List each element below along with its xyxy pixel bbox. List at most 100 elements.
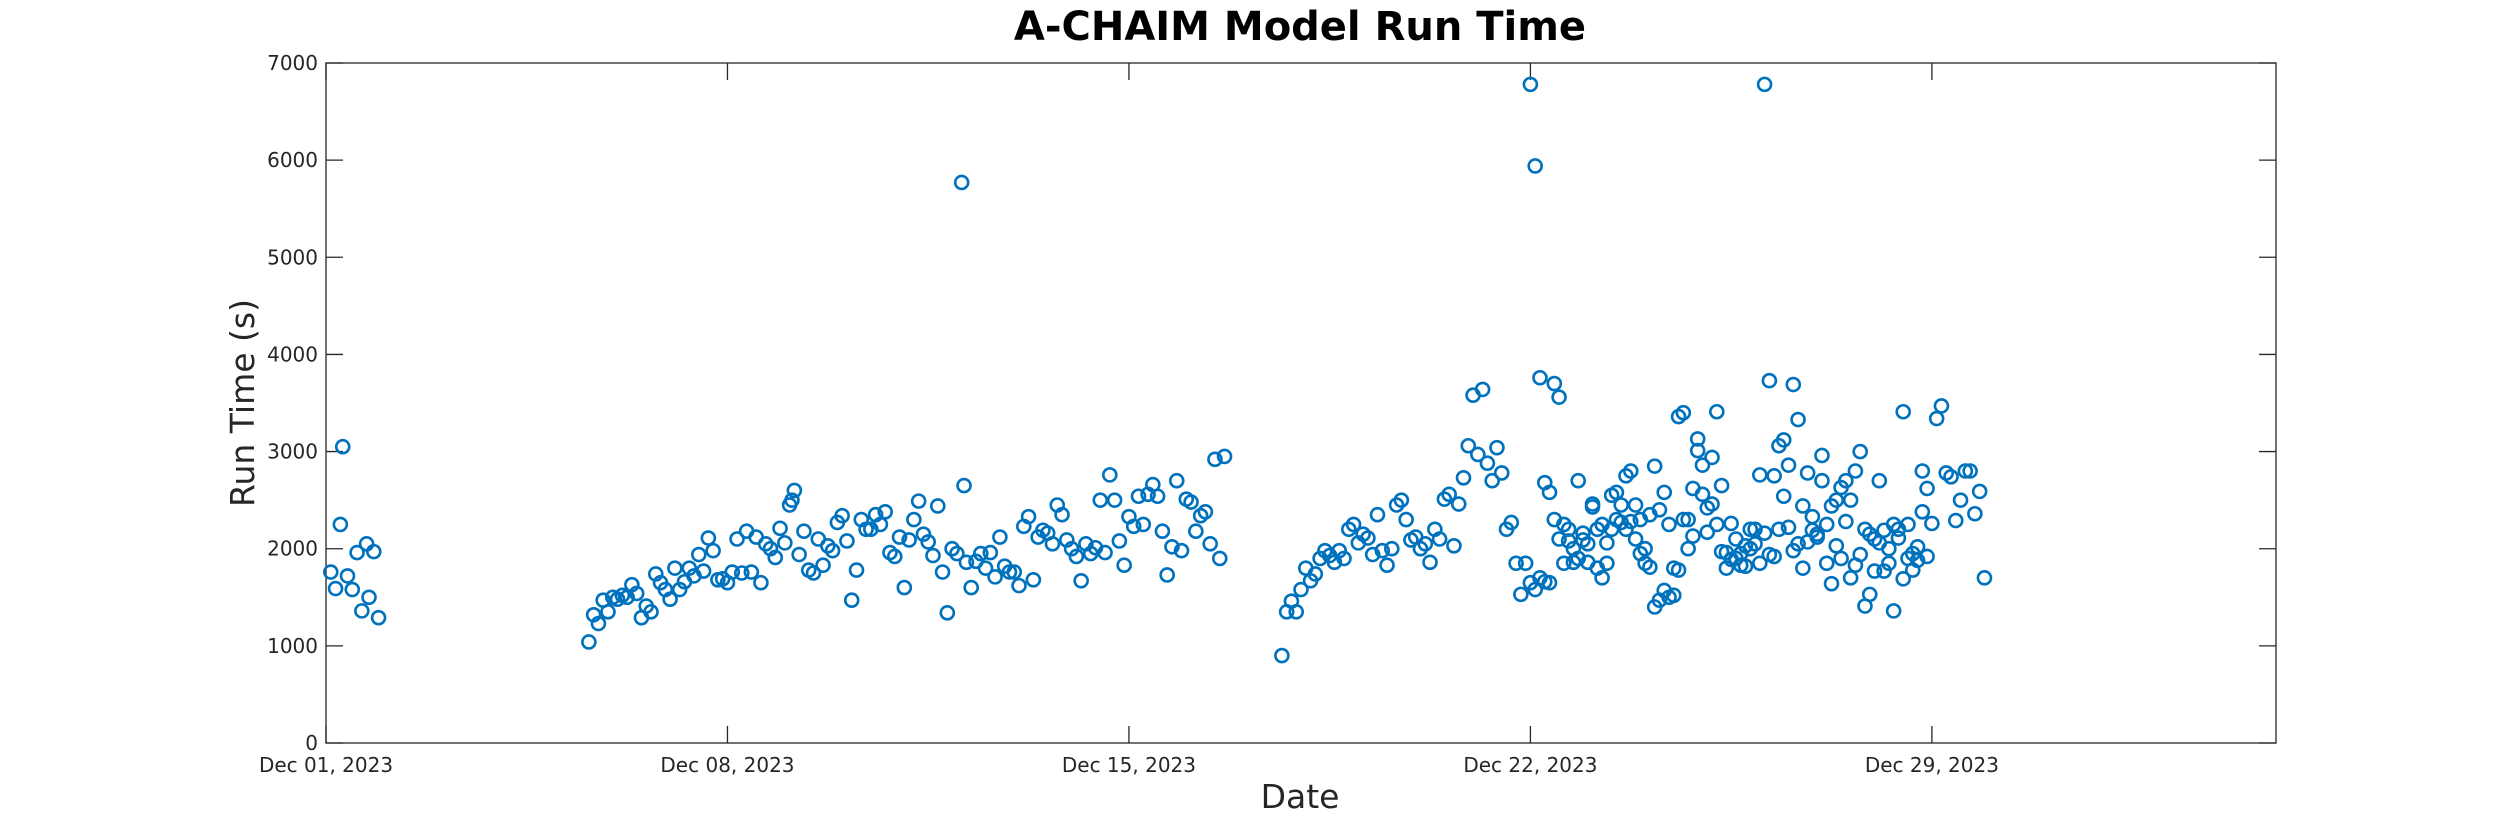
data-point: [1398, 511, 1414, 528]
y-axis-label: Run Time (s): [223, 299, 262, 507]
data-point: [1943, 469, 1959, 485]
data-point: [1044, 536, 1061, 552]
data-point: [1484, 472, 1500, 489]
data-point: [1579, 536, 1596, 552]
data-point: [1709, 403, 1725, 420]
data-point: [600, 604, 616, 620]
data-point: [1149, 488, 1166, 505]
data-point: [1446, 537, 1462, 554]
data-point: [1594, 570, 1610, 586]
data-point: [1885, 603, 1902, 619]
data-point: [370, 609, 387, 626]
data-point: [834, 507, 850, 524]
data-point: [681, 560, 698, 576]
data-point: [925, 547, 941, 564]
data-point: [949, 545, 965, 562]
data-point: [784, 492, 800, 508]
data-point: [1307, 566, 1324, 582]
data-point: [1799, 534, 1816, 550]
data-point: [1073, 572, 1089, 589]
data-point: [1914, 503, 1931, 520]
data-point: [628, 585, 645, 602]
data-point: [1556, 516, 1572, 533]
data-point: [1709, 516, 1725, 533]
x-axis: Dec 01, 2023 Dec 08, 2023 Dec 15, 2023 Dec …: [259, 63, 1999, 777]
data-point: [1541, 574, 1558, 591]
data-point: [1675, 511, 1692, 528]
data-point: [1780, 457, 1797, 473]
data-point: [671, 581, 688, 598]
data-point: [1689, 442, 1706, 459]
data-point: [1818, 555, 1835, 572]
data-point: [1020, 508, 1037, 525]
data-point: [1001, 564, 1018, 580]
data-point: [757, 536, 774, 552]
data-point: [824, 542, 841, 559]
data-point: [1818, 516, 1835, 533]
data-point: [662, 591, 678, 608]
plot-frame: [325, 62, 2277, 744]
data-point: [1412, 540, 1429, 557]
data-point: [1097, 544, 1113, 561]
data-point: [1847, 463, 1864, 479]
data-point: [1857, 521, 1873, 538]
data-point: [1618, 521, 1634, 538]
data-point: [1025, 571, 1042, 588]
data-point: [777, 535, 793, 551]
x-axis-label: Date: [1261, 777, 1340, 816]
data-point: [1742, 540, 1759, 557]
data-point: [1747, 536, 1763, 552]
data-point: [1622, 513, 1639, 530]
y-tick-label: 3000: [267, 440, 318, 464]
data-point: [1560, 533, 1577, 549]
data-point: [1565, 554, 1582, 571]
data-point: [987, 569, 1003, 585]
data-point: [1704, 496, 1720, 512]
data-point: [1532, 369, 1548, 386]
data-point: [1885, 516, 1902, 533]
data-point: [1441, 486, 1457, 503]
data-point: [1900, 516, 1916, 533]
data-point: [1728, 531, 1744, 547]
x-tick-label: Dec 15, 2023: [1062, 753, 1196, 777]
data-point: [1618, 468, 1634, 484]
data-point: [848, 562, 865, 578]
data-point: [843, 592, 860, 609]
y-tick-label: 7000: [267, 51, 318, 75]
data-point: [1541, 484, 1558, 501]
data-point: [1680, 511, 1696, 528]
data-point: [1833, 550, 1849, 567]
data-point: [1054, 506, 1070, 523]
data-point: [1962, 463, 1978, 479]
data-point: [1881, 555, 1897, 572]
data-point: [349, 544, 365, 561]
x-tick-label: Dec 22, 2023: [1463, 753, 1597, 777]
data-point: [1814, 472, 1830, 489]
data-point: [1345, 516, 1362, 533]
data-point: [1895, 571, 1912, 587]
data-point: [1694, 486, 1711, 503]
data-point: [858, 521, 874, 538]
data-point: [1756, 525, 1773, 541]
data-point: [1551, 531, 1567, 547]
data-point: [1766, 548, 1782, 565]
data-point: [332, 516, 349, 533]
data-point: [910, 493, 927, 509]
data-point: [1589, 521, 1606, 538]
data-point: [958, 554, 975, 571]
data-point: [977, 560, 994, 576]
data-point: [1861, 526, 1878, 542]
data-point: [1766, 468, 1782, 484]
data-point: [1952, 492, 1969, 508]
data-point: [791, 546, 807, 563]
y-tick-label: 2000: [267, 537, 318, 561]
data-point: [1924, 515, 1940, 532]
data-point: [982, 544, 999, 561]
data-point: [877, 503, 893, 520]
data-point: [1747, 521, 1763, 538]
data-point: [1713, 477, 1730, 494]
data-point: [1130, 488, 1147, 505]
data-point: [1092, 492, 1109, 508]
y-tick-label: 5000: [267, 245, 318, 269]
data-point: [690, 546, 707, 563]
